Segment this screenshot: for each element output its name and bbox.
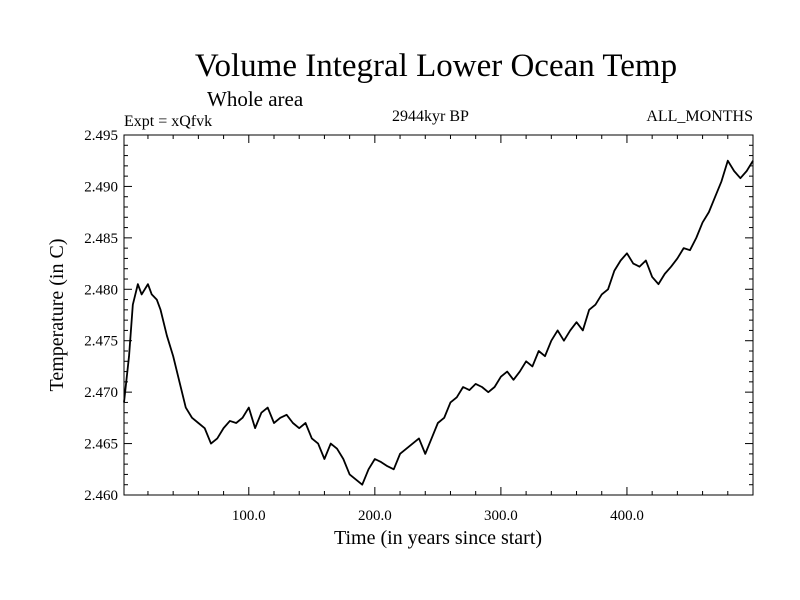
x-tick-label: 300.0 (484, 508, 518, 524)
y-axis: 2.460 2.465 2.470 2.475 2.480 2.485 2.490 2.495 (84, 128, 753, 504)
series-line (123, 159, 754, 486)
experiment-label: Expt = xQfvk (124, 113, 212, 130)
x-axis-label: Time (in years since start) (334, 527, 542, 549)
y-tick-label: 2.465 (84, 437, 118, 453)
y-tick-label: 2.495 (84, 128, 118, 144)
x-tick-label: 200.0 (358, 508, 392, 524)
y-tick-label: 2.470 (84, 385, 118, 401)
months-label: ALL_MONTHS (646, 108, 753, 125)
period-label: 2944kyr BP (392, 108, 469, 125)
chart-subtitle: Whole area (207, 87, 304, 111)
plot-frame (123, 134, 754, 496)
y-tick-label: 2.490 (84, 179, 118, 195)
x-tick-label: 400.0 (610, 508, 644, 524)
y-tick-label: 2.480 (84, 282, 118, 298)
y-tick-label: 2.460 (84, 488, 118, 504)
chart-title: Volume Integral Lower Ocean Temp (195, 48, 677, 84)
x-tick-label: 100.0 (232, 508, 266, 524)
y-axis-label: Temperature (in C) (46, 239, 68, 392)
y-tick-label: 2.485 (84, 231, 118, 247)
y-tick-label: 2.475 (84, 334, 118, 350)
x-axis: 100.0 200.0 300.0 400.0 (147, 135, 729, 524)
